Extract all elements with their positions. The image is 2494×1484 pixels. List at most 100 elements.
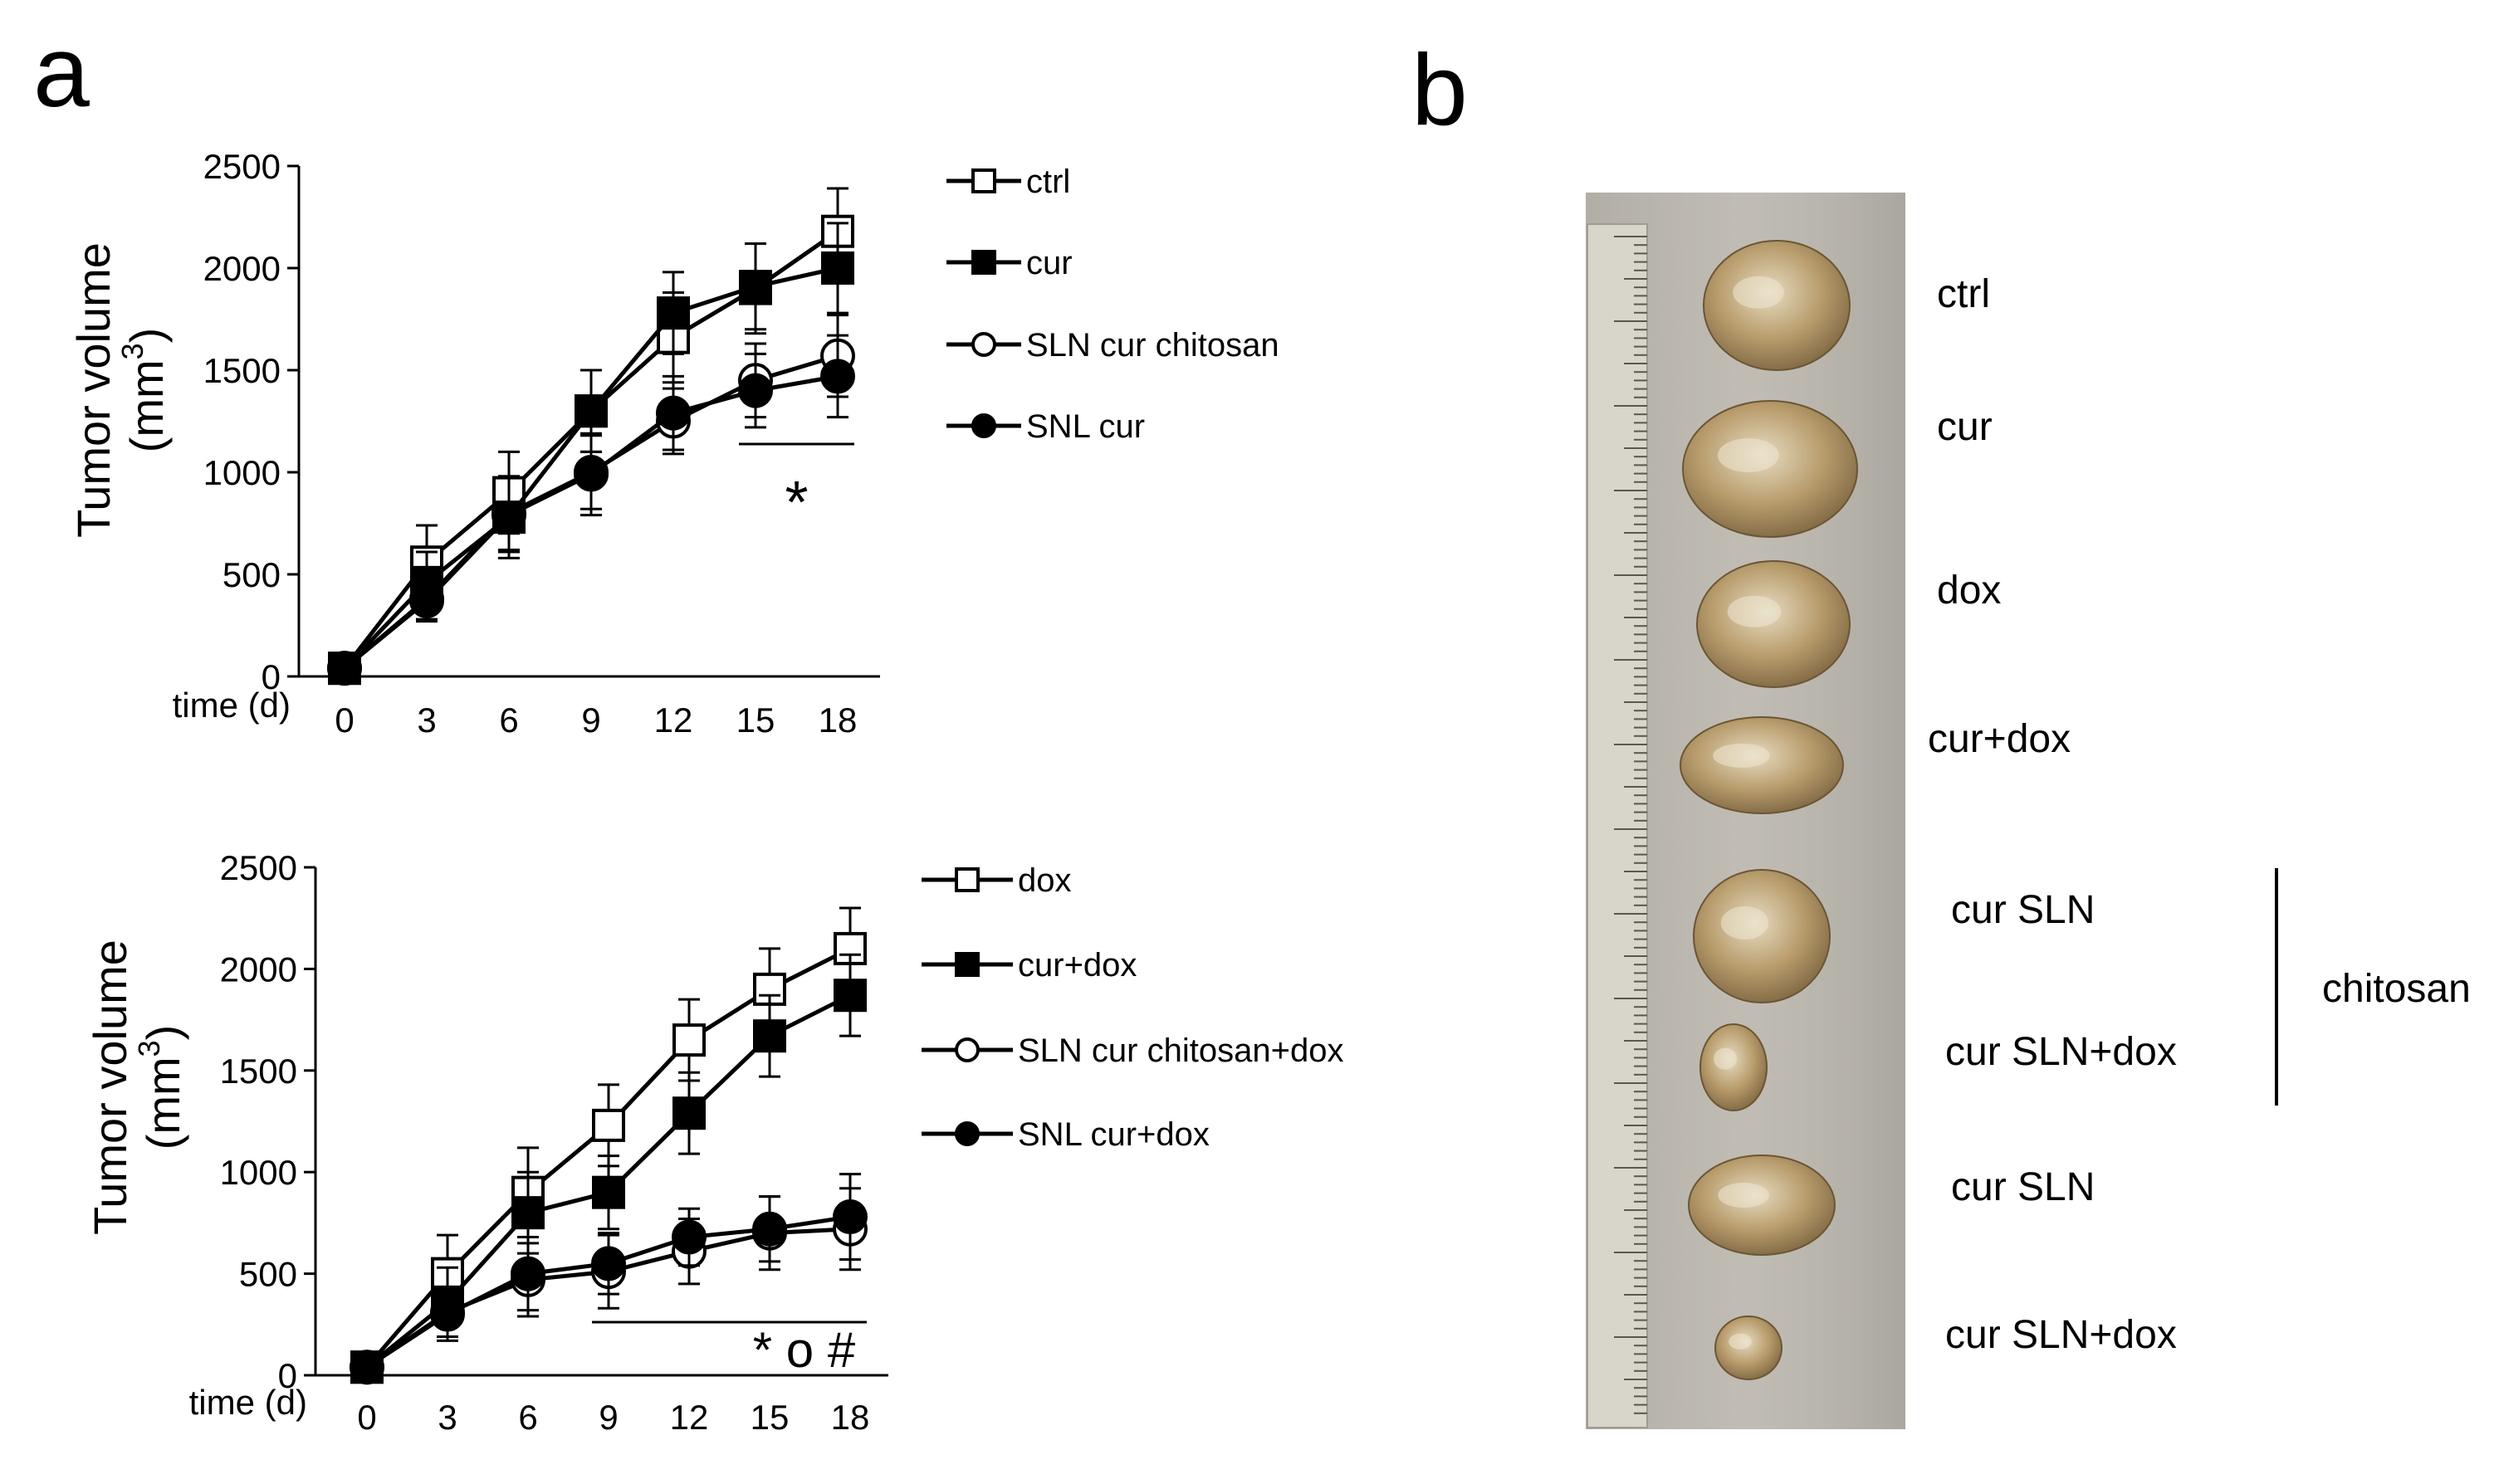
x-tick-label: 12 (670, 1398, 709, 1437)
data-point (672, 1219, 707, 1255)
data-point (821, 251, 854, 285)
legend-marker (955, 867, 980, 892)
y-axis-title-top: Tumor volume (mm3) (67, 242, 173, 538)
data-point (591, 1246, 626, 1281)
data-point (739, 270, 772, 304)
ruler (1587, 223, 1648, 1428)
tumor-highlight (1733, 276, 1784, 309)
x-axis-title: time (d) (173, 686, 291, 725)
x-tick-label: 0 (357, 1398, 376, 1437)
y-axis-title-line2: (mm3) (132, 1025, 189, 1150)
x-tick-label: 12 (654, 701, 693, 740)
tumor-specimen (1703, 240, 1851, 371)
x-tick-label: 9 (599, 1398, 618, 1437)
data-point (511, 1256, 545, 1291)
sample-label-cur: cur (1937, 405, 1993, 449)
x-tick-label: 18 (819, 701, 858, 740)
legend-entry: dox (922, 862, 1072, 899)
tumor-highlight (1718, 438, 1779, 473)
legend-marker (971, 332, 996, 357)
data-point (672, 1023, 706, 1057)
y-axis-title-bottom: Tumor volume (mm3) (84, 940, 189, 1235)
data-point (350, 1350, 384, 1384)
significance-label: * o # (753, 1322, 856, 1378)
legend-label: SLN cur chitosan+dox (1018, 1032, 1343, 1069)
legend-marker (971, 413, 996, 438)
x-tick-label: 3 (438, 1398, 457, 1437)
ruler-body (1587, 223, 1648, 1428)
x-tick-label: 0 (335, 701, 354, 740)
x-tick-label: 6 (518, 1398, 537, 1437)
y-axis-title-line1: Tumor volume (84, 940, 136, 1235)
tumor-highlight (1720, 906, 1769, 940)
y-tick-label: 1500 (203, 351, 281, 390)
data-point (738, 373, 773, 408)
x-axis-title: time (d) (189, 1383, 307, 1422)
tumor-specimens (1680, 240, 1858, 1380)
x-tick-label: 15 (751, 1398, 790, 1437)
sample-label-dox: dox (1937, 569, 2001, 613)
y-tick-label: 0 (262, 657, 281, 696)
sample-label-cur-sln: cur SLN (1951, 1165, 2095, 1209)
y-tick-label: 1000 (220, 1153, 297, 1192)
significance-label: * (785, 470, 808, 536)
data-point (431, 1285, 464, 1319)
data-point (656, 395, 691, 431)
chitosan-label: chitosan (2322, 967, 2471, 1011)
sample-label-cur-sln-dox-chitosan: cur SLN+dox (1945, 1030, 2177, 1074)
legend-entry: SLN cur chitosan (946, 327, 1279, 364)
y-tick-label: 2500 (203, 147, 281, 186)
tumor-photo (1586, 193, 1905, 1429)
sample-label-cur-dox: cur+dox (1928, 717, 2071, 761)
data-point (574, 456, 609, 492)
y-tick-label: 500 (223, 555, 281, 594)
data-point (492, 500, 526, 535)
tumor-highlight (1727, 595, 1782, 627)
data-point (753, 1019, 786, 1053)
x-tick-label: 15 (736, 701, 775, 740)
legend-entry: cur+dox (922, 947, 1137, 984)
legend-marker (971, 168, 996, 193)
legend-marker (955, 1037, 980, 1062)
data-point (657, 296, 690, 330)
tumor-highlight (1729, 1333, 1752, 1350)
tumor-highlight (1714, 1047, 1737, 1070)
data-point (820, 359, 855, 394)
legend-label: cur (1026, 245, 1073, 281)
tumor-specimen (1696, 560, 1851, 688)
data-point (328, 652, 361, 686)
legend-label: dox (1018, 862, 1072, 899)
data-point (753, 972, 786, 1006)
legend-label: SLN cur chitosan (1026, 327, 1279, 364)
x-tick-label: 9 (581, 701, 600, 740)
data-point (410, 565, 443, 599)
data-point (833, 1199, 868, 1235)
data-point (672, 1096, 706, 1130)
data-point (575, 394, 608, 428)
data-point (752, 1211, 787, 1247)
legend-entry: cur (946, 245, 1073, 281)
legend-label: SNL cur (1026, 408, 1145, 445)
tumor-specimen (1688, 1154, 1836, 1256)
tumor-specimen (1680, 716, 1844, 814)
data-point (834, 979, 867, 1013)
legend-entry: SNL cur (946, 408, 1145, 445)
legend-marker (971, 250, 996, 275)
y-tick-label: 2000 (203, 249, 281, 288)
legend-entry: ctrl (946, 164, 1070, 200)
tumor-specimen (1714, 1316, 1782, 1380)
legend-label: ctrl (1026, 164, 1070, 200)
y-tick-label: 2500 (220, 848, 297, 887)
y-axis-title-line1: Tumor volume (67, 242, 120, 538)
tumor-highlight (1718, 1183, 1769, 1208)
panel-b-label: b (1411, 33, 1468, 146)
y-tick-label: 2000 (220, 949, 297, 989)
series-dox (350, 906, 867, 1384)
data-point (592, 1108, 625, 1142)
tumor-highlight (1713, 743, 1770, 768)
sample-label-cur-sln-dox: cur SLN+dox (1945, 1313, 2177, 1357)
panel-a-label: a (33, 15, 90, 128)
legend-label: cur+dox (1018, 947, 1137, 984)
